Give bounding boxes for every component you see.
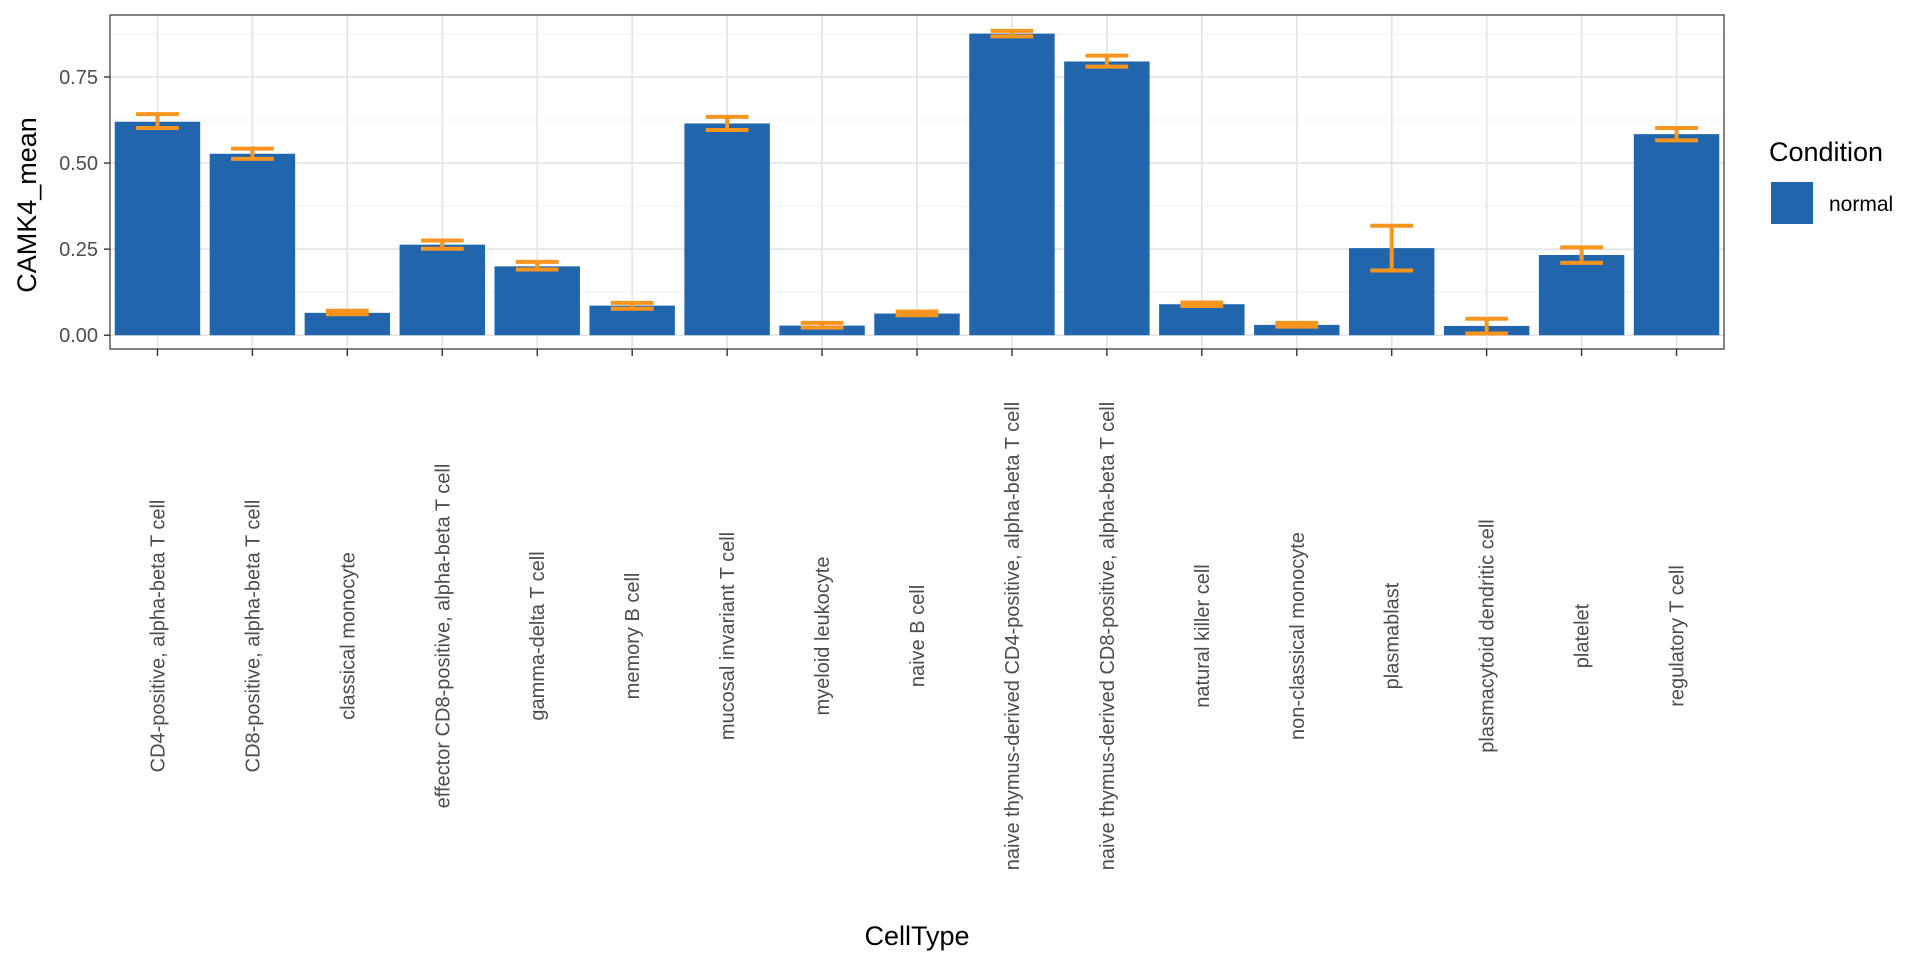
bar [494, 266, 580, 336]
bar [114, 121, 201, 336]
legend: Condition normal [1769, 137, 1893, 224]
x-tick-label: naive thymus-derived CD4-positive, alpha… [1002, 402, 1024, 870]
bar [1159, 304, 1245, 336]
bar [874, 313, 960, 336]
x-tick-label: regulatory T cell [1667, 565, 1689, 707]
x-tick-label: myeloid leukocyte [812, 557, 834, 716]
x-tick-label: plasmacytoid dendritic cell [1477, 519, 1499, 752]
bar [684, 123, 770, 336]
y-axis-title: CAMK4_mean [12, 117, 42, 293]
bar [304, 312, 391, 336]
y-tick-label: 0.50 [59, 153, 98, 175]
bar-layer [114, 33, 1720, 336]
bar [1538, 254, 1625, 336]
x-tick-label: classical monocyte [337, 552, 359, 720]
x-tick-label: CD4-positive, alpha-beta T cell [147, 500, 169, 773]
legend-title: Condition [1769, 137, 1883, 167]
y-axis: 0.00 0.25 0.50 0.75 [59, 67, 110, 347]
y-tick-label: 0.00 [59, 325, 98, 347]
x-axis: CD4-positive, alpha-beta T cell CD8-posit… [147, 349, 1689, 870]
x-axis-title: CellType [864, 921, 969, 951]
x-tick-label: CD8-positive, alpha-beta T cell [242, 500, 264, 773]
bar [1254, 324, 1340, 336]
legend-key-normal [1771, 182, 1813, 224]
x-tick-label: naive thymus-derived CD8-positive, alpha… [1097, 402, 1119, 870]
x-tick-label: naive B cell [907, 585, 929, 687]
x-tick-label: mucosal invariant T cell [717, 532, 739, 740]
y-tick-label: 0.25 [59, 239, 98, 261]
x-tick-label: gamma-delta T cell [527, 551, 549, 720]
legend-label-normal: normal [1829, 193, 1893, 216]
x-tick-label: effector CD8-positive, alpha-beta T cell [432, 464, 454, 809]
y-tick-label: 0.75 [59, 67, 98, 89]
x-tick-label: non-classical monocyte [1287, 532, 1309, 740]
x-tick-label: plasmablast [1382, 582, 1404, 689]
errorbar-layer [136, 28, 1698, 336]
bar [969, 33, 1055, 336]
x-tick-label: natural killer cell [1192, 564, 1214, 707]
bar [1633, 134, 1720, 336]
bar [779, 325, 865, 336]
x-tick-label: platelet [1572, 603, 1594, 668]
bar [209, 153, 296, 336]
bar [399, 244, 486, 336]
x-tick-label: memory B cell [622, 573, 644, 700]
bar [1064, 61, 1150, 336]
